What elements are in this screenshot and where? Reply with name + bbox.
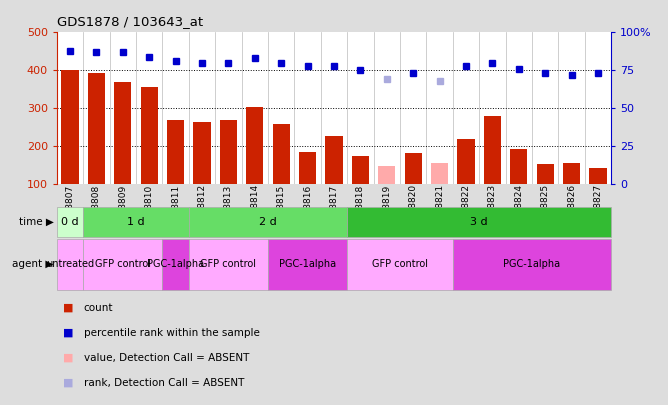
Text: GDS1878 / 103643_at: GDS1878 / 103643_at [57, 15, 203, 28]
Bar [57, 239, 84, 290]
Bar [536, 164, 554, 184]
Text: GSM98808: GSM98808 [92, 184, 101, 234]
Bar [378, 166, 395, 184]
Bar [194, 122, 210, 184]
Bar [510, 149, 528, 184]
Text: ■: ■ [63, 353, 74, 363]
Bar [162, 239, 189, 290]
Text: value, Detection Call = ABSENT: value, Detection Call = ABSENT [84, 353, 249, 363]
Bar [167, 120, 184, 184]
Text: GSM98826: GSM98826 [567, 184, 576, 233]
Text: GSM98823: GSM98823 [488, 184, 497, 233]
Text: rank, Detection Call = ABSENT: rank, Detection Call = ABSENT [84, 378, 244, 388]
Text: GSM98812: GSM98812 [198, 184, 206, 233]
Bar [114, 82, 132, 184]
Bar [273, 124, 290, 184]
Text: GFP control: GFP control [95, 259, 151, 269]
Text: 0 d: 0 d [61, 217, 79, 227]
Bar [246, 107, 263, 184]
Text: GSM98807: GSM98807 [65, 184, 74, 234]
Bar [140, 87, 158, 184]
Bar [220, 120, 237, 184]
Bar [431, 163, 448, 184]
Bar [189, 239, 268, 290]
Bar [325, 136, 343, 184]
Text: GSM98810: GSM98810 [145, 184, 154, 234]
Bar [563, 163, 580, 184]
Text: GSM98809: GSM98809 [118, 184, 128, 234]
Bar [57, 207, 84, 237]
Bar [347, 207, 611, 237]
Text: GSM98813: GSM98813 [224, 184, 233, 234]
Bar [189, 207, 347, 237]
Text: PGC-1alpha: PGC-1alpha [279, 259, 336, 269]
Text: 2 d: 2 d [259, 217, 277, 227]
Bar [352, 156, 369, 184]
Text: GFP control: GFP control [372, 259, 428, 269]
Text: agent ▶: agent ▶ [12, 259, 53, 269]
Text: ■: ■ [63, 328, 74, 338]
Bar [347, 239, 453, 290]
Bar [84, 207, 189, 237]
Text: time ▶: time ▶ [19, 217, 53, 227]
Text: GSM98820: GSM98820 [409, 184, 418, 233]
Bar [84, 239, 162, 290]
Bar [589, 168, 607, 184]
Bar [299, 152, 316, 184]
Text: GSM98815: GSM98815 [277, 184, 286, 234]
Text: 3 d: 3 d [470, 217, 488, 227]
Text: 1 d: 1 d [127, 217, 145, 227]
Text: GSM98827: GSM98827 [594, 184, 603, 233]
Text: GSM98821: GSM98821 [435, 184, 444, 233]
Bar [453, 239, 611, 290]
Text: GSM98822: GSM98822 [462, 184, 470, 233]
Bar [88, 73, 105, 184]
Text: count: count [84, 303, 113, 313]
Text: GSM98811: GSM98811 [171, 184, 180, 234]
Text: GFP control: GFP control [200, 259, 257, 269]
Bar [268, 239, 347, 290]
Bar [484, 116, 501, 184]
Text: untreated: untreated [46, 259, 94, 269]
Text: GSM98824: GSM98824 [514, 184, 523, 233]
Text: GSM98814: GSM98814 [250, 184, 259, 233]
Bar [405, 153, 422, 184]
Text: percentile rank within the sample: percentile rank within the sample [84, 328, 259, 338]
Text: ■: ■ [63, 303, 74, 313]
Text: ■: ■ [63, 378, 74, 388]
Text: GSM98816: GSM98816 [303, 184, 312, 234]
Bar [61, 70, 79, 184]
Text: GSM98819: GSM98819 [382, 184, 391, 234]
Text: GSM98825: GSM98825 [540, 184, 550, 233]
Bar [458, 139, 474, 184]
Text: GSM98818: GSM98818 [356, 184, 365, 234]
Text: PGC-1alpha: PGC-1alpha [147, 259, 204, 269]
Text: GSM98817: GSM98817 [329, 184, 339, 234]
Text: PGC-1alpha: PGC-1alpha [504, 259, 560, 269]
